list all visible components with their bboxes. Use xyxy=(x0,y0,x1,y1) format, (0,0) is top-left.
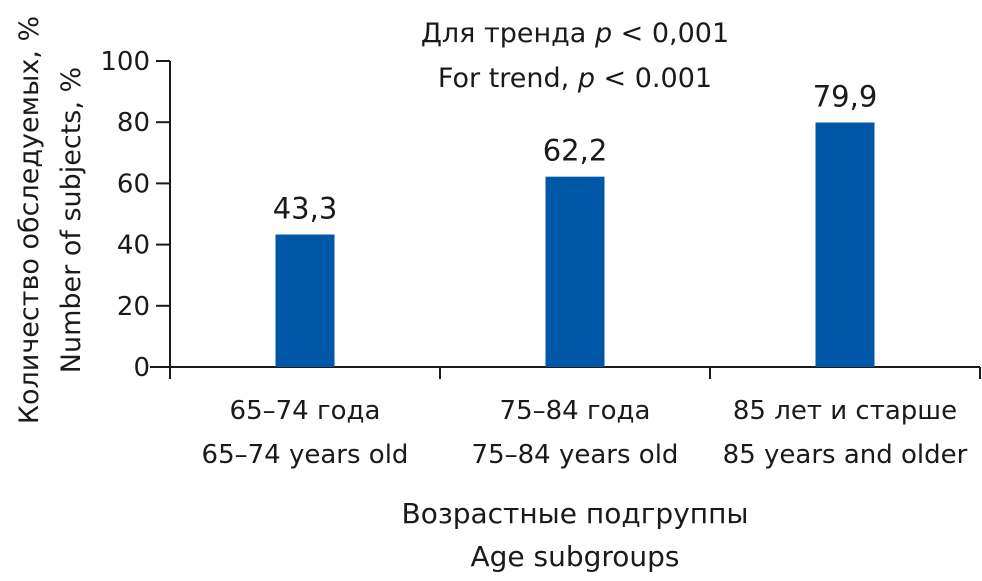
y-tick-label: 0 xyxy=(133,353,150,383)
x-axis-title-en: Age subgroups xyxy=(470,540,679,573)
trend-annotation-en: For trend, p < 0.001 xyxy=(438,63,712,94)
bar-value-label: 62,2 xyxy=(543,134,608,168)
category-label-ru: 85 лет и старше xyxy=(733,396,957,426)
bar xyxy=(545,176,605,367)
trend-annotation-ru: Для тренда p < 0,001 xyxy=(421,18,729,49)
x-axis-title-ru: Возрастные подгруппы xyxy=(402,497,749,530)
category-label-en: 75–84 years old xyxy=(472,440,679,470)
x-ticks xyxy=(169,367,981,379)
y-tick-label: 60 xyxy=(117,169,150,199)
y-axis-title-en: Number of subjects, % xyxy=(56,67,87,373)
y-tick-label: 20 xyxy=(117,292,150,322)
y-axis-title-ru: Количество обследуемых, % xyxy=(14,16,45,424)
bars xyxy=(275,122,875,367)
category-label-ru: 75–84 года xyxy=(500,396,651,426)
y-tick-label: 100 xyxy=(100,47,150,77)
category-label-en: 65–74 years old xyxy=(202,440,409,470)
y-ticks: 0 20 40 60 80 100 xyxy=(100,47,170,383)
category-label-en: 85 years and older xyxy=(723,440,968,470)
bar xyxy=(275,234,335,367)
bar-value-label: 79,9 xyxy=(813,80,878,114)
y-tick-label: 80 xyxy=(117,108,150,138)
y-tick-label: 40 xyxy=(117,231,150,261)
value-labels: 43,3 62,2 79,9 xyxy=(273,80,878,226)
category-label-ru: 65–74 года xyxy=(230,396,381,426)
bar xyxy=(815,122,875,367)
category-labels: 65–74 года 65–74 years old 75–84 года 75–84… xyxy=(202,396,968,470)
bar-value-label: 43,3 xyxy=(273,192,338,226)
